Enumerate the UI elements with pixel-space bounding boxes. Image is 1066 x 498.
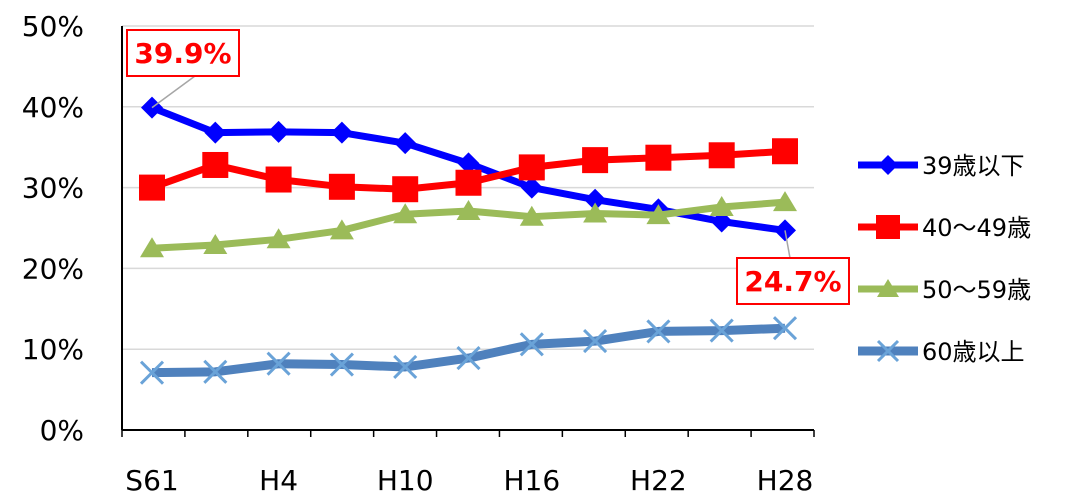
data-point <box>330 121 353 144</box>
series-4 <box>139 316 798 385</box>
data-point <box>583 202 608 223</box>
data-point <box>645 144 672 171</box>
series-line <box>151 323 786 378</box>
data-point <box>519 332 544 357</box>
x-tick-label: H10 <box>377 464 434 497</box>
series-group <box>139 96 798 385</box>
y-tick-label: 10% <box>22 333 84 366</box>
data-point <box>266 351 291 376</box>
y-tick-label: 30% <box>22 172 84 205</box>
legend-label: 60歳以上 <box>922 338 1025 366</box>
legend: 39歳以下 40～49歳 50～59歳 60歳以上 <box>858 152 1031 366</box>
data-point <box>456 200 481 221</box>
data-point <box>202 151 229 178</box>
legend-label: 40～49歳 <box>922 214 1031 242</box>
data-point <box>393 203 418 224</box>
callout: 39.9% <box>126 29 240 109</box>
data-point <box>646 204 671 225</box>
legend-item: 60歳以上 <box>858 338 1025 366</box>
legend-label: 39歳以下 <box>922 152 1025 180</box>
legend-label: 50～59歳 <box>922 276 1031 304</box>
x-axis-tick-labels: S61 H4 H10 H16 H22 H28 <box>125 464 813 497</box>
data-point <box>394 132 417 155</box>
data-point <box>877 279 899 297</box>
data-point <box>709 318 734 343</box>
axes <box>121 26 815 437</box>
data-point <box>203 359 228 384</box>
data-point <box>520 176 543 199</box>
data-point <box>878 155 898 175</box>
data-point <box>772 316 798 341</box>
data-point <box>455 169 482 196</box>
x-tick-label: H22 <box>630 464 687 497</box>
data-point <box>772 138 798 165</box>
callout-leader <box>784 230 791 259</box>
y-tick-label: 40% <box>22 91 84 124</box>
data-point <box>267 120 290 143</box>
data-point <box>708 142 735 169</box>
x-tick-label: S61 <box>125 464 178 497</box>
legend-item: 39歳以下 <box>858 152 1025 180</box>
legend-item: 40～49歳 <box>858 214 1031 242</box>
y-tick-label: 0% <box>40 414 84 447</box>
annotations: 39.9% 24.7% <box>126 29 850 305</box>
data-point <box>204 121 227 144</box>
x-tick-label: H28 <box>757 464 814 497</box>
data-point <box>329 219 354 240</box>
data-point <box>139 174 165 201</box>
data-point <box>709 195 734 216</box>
x-tick-label: H16 <box>503 464 560 497</box>
data-point <box>393 354 418 380</box>
data-point <box>876 215 900 239</box>
data-point <box>265 166 292 193</box>
callout-label: 39.9% <box>134 37 231 70</box>
data-point <box>203 233 228 254</box>
data-point <box>518 154 545 181</box>
data-point <box>519 205 544 226</box>
data-point <box>583 329 608 354</box>
legend-item: 50～59歳 <box>858 276 1031 304</box>
data-point <box>329 352 354 377</box>
data-point <box>773 191 797 212</box>
data-point <box>710 210 733 233</box>
y-axis-tick-labels: 0% 10% 20% 30% 40% 50% <box>22 10 84 447</box>
data-point <box>140 237 164 258</box>
data-point <box>456 346 481 371</box>
data-point <box>139 360 165 385</box>
series-3 <box>140 191 797 258</box>
callout-box <box>736 257 850 305</box>
x-tick-label: H4 <box>259 464 298 497</box>
callout-leader <box>151 75 196 109</box>
callout-box <box>126 29 240 77</box>
data-point <box>584 188 607 211</box>
data-point <box>328 173 355 200</box>
data-point <box>646 319 671 344</box>
data-point <box>266 228 291 249</box>
data-point <box>392 176 419 203</box>
y-tick-label: 20% <box>22 252 84 285</box>
data-point <box>876 339 900 363</box>
callout-label: 24.7% <box>744 265 841 298</box>
callout: 24.7% <box>736 230 850 305</box>
series-2 <box>139 138 798 203</box>
data-point <box>582 147 609 174</box>
y-tick-label: 50% <box>22 10 84 43</box>
data-point <box>457 152 480 175</box>
